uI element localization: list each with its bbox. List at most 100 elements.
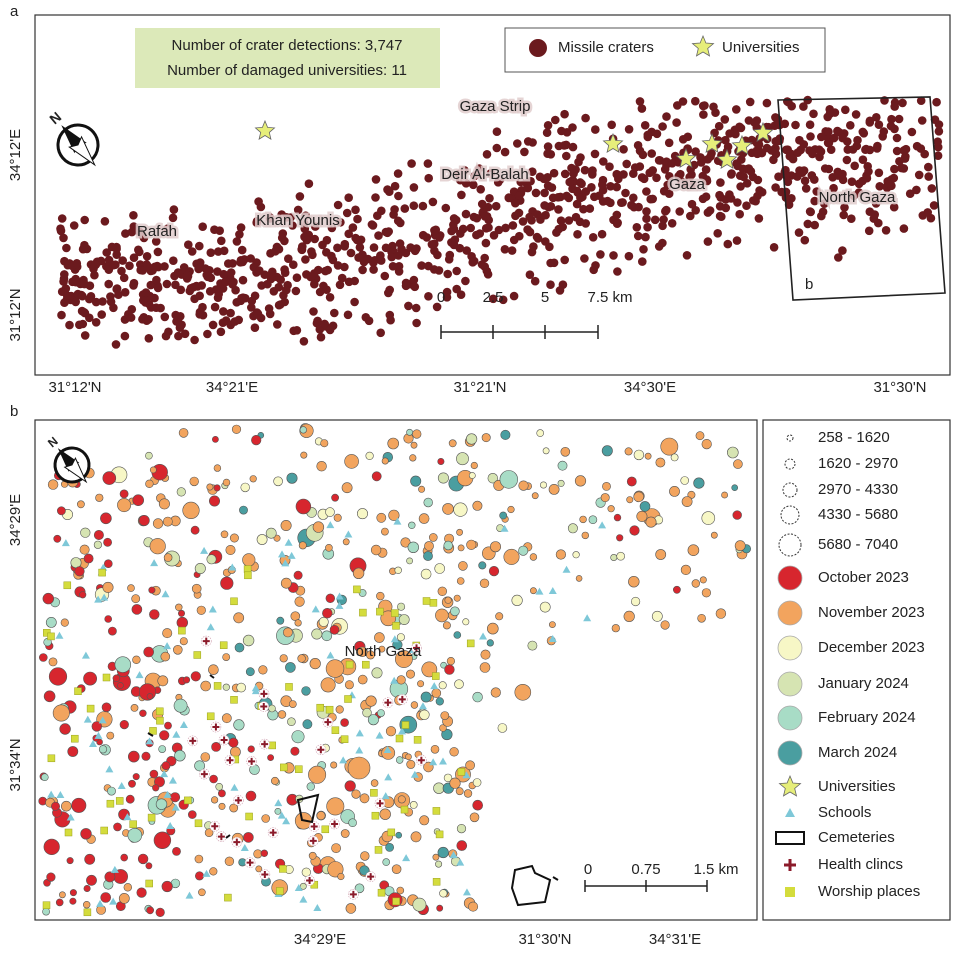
crater xyxy=(196,605,206,615)
crater xyxy=(128,779,136,788)
crater xyxy=(875,182,884,191)
crater xyxy=(214,289,223,299)
crater xyxy=(117,498,132,513)
crater xyxy=(236,258,245,267)
crater xyxy=(400,204,410,213)
crater xyxy=(143,262,153,271)
crater xyxy=(420,691,432,703)
crater xyxy=(824,127,833,136)
crater xyxy=(98,745,108,754)
crater xyxy=(462,618,470,626)
crater xyxy=(341,482,353,494)
health-clinic xyxy=(261,871,269,879)
crater xyxy=(69,221,79,230)
crater xyxy=(419,815,430,826)
crater xyxy=(559,141,569,150)
crater xyxy=(854,179,864,189)
crater xyxy=(274,808,282,815)
crater xyxy=(394,566,402,574)
crater xyxy=(574,475,587,487)
crater xyxy=(408,521,416,529)
crater xyxy=(602,481,611,491)
crater xyxy=(518,545,529,556)
worship-place xyxy=(86,704,95,713)
crater xyxy=(291,286,301,296)
scale-bar xyxy=(584,880,708,892)
university xyxy=(701,132,723,153)
crater xyxy=(79,544,90,555)
crater xyxy=(224,259,233,268)
crater xyxy=(616,551,626,561)
crater xyxy=(549,621,556,628)
crater xyxy=(71,274,80,284)
crater xyxy=(337,872,345,881)
crater xyxy=(106,731,115,740)
crater xyxy=(310,279,319,289)
crater xyxy=(530,276,540,286)
crater xyxy=(396,675,406,685)
place-label: North Gaza xyxy=(819,189,896,206)
crater xyxy=(858,155,868,164)
crater xyxy=(497,723,508,733)
crater xyxy=(396,886,405,895)
crater xyxy=(195,241,204,251)
crater xyxy=(699,110,708,119)
crater xyxy=(316,461,327,472)
legend-label: 4330 - 5680 xyxy=(818,506,898,523)
crater xyxy=(889,173,899,183)
crater xyxy=(533,210,542,219)
health-clinic xyxy=(376,799,384,807)
crater xyxy=(565,177,574,187)
worship-place xyxy=(391,609,399,617)
crater xyxy=(418,485,426,493)
school xyxy=(94,731,103,739)
crater xyxy=(472,500,483,511)
crater xyxy=(53,534,62,543)
worship-place xyxy=(392,897,400,906)
crater xyxy=(514,683,532,701)
crater xyxy=(299,219,309,228)
crater xyxy=(639,501,651,512)
crater xyxy=(515,231,524,241)
crater xyxy=(769,155,778,165)
crater xyxy=(443,773,453,783)
crater xyxy=(102,248,111,257)
crater xyxy=(839,210,848,220)
crater xyxy=(107,242,117,252)
crater xyxy=(820,199,829,208)
crater xyxy=(699,576,707,584)
school xyxy=(166,821,175,829)
crater xyxy=(435,233,444,242)
crater xyxy=(90,270,99,280)
crater xyxy=(153,831,172,849)
crater xyxy=(183,676,191,684)
crater xyxy=(465,760,475,771)
crater xyxy=(725,129,734,138)
school xyxy=(160,770,169,778)
crater xyxy=(435,608,449,623)
crater xyxy=(410,475,422,487)
panel-label: b xyxy=(10,403,18,420)
crater xyxy=(173,644,183,655)
crater xyxy=(687,544,700,557)
crater xyxy=(351,233,360,243)
crater xyxy=(554,205,563,214)
crater xyxy=(176,285,186,295)
crater xyxy=(870,210,879,219)
school xyxy=(410,770,419,778)
crater xyxy=(553,193,563,202)
school xyxy=(66,813,75,821)
crater xyxy=(160,312,170,322)
crater xyxy=(661,207,670,216)
crater xyxy=(161,880,173,893)
crater xyxy=(720,115,730,124)
crater xyxy=(838,133,847,143)
crater xyxy=(131,604,143,615)
worship-place xyxy=(184,796,192,805)
crater xyxy=(379,808,391,820)
crater xyxy=(489,541,501,553)
crater xyxy=(752,139,762,148)
crater xyxy=(79,307,89,317)
crater xyxy=(394,650,413,668)
crater xyxy=(137,853,149,865)
